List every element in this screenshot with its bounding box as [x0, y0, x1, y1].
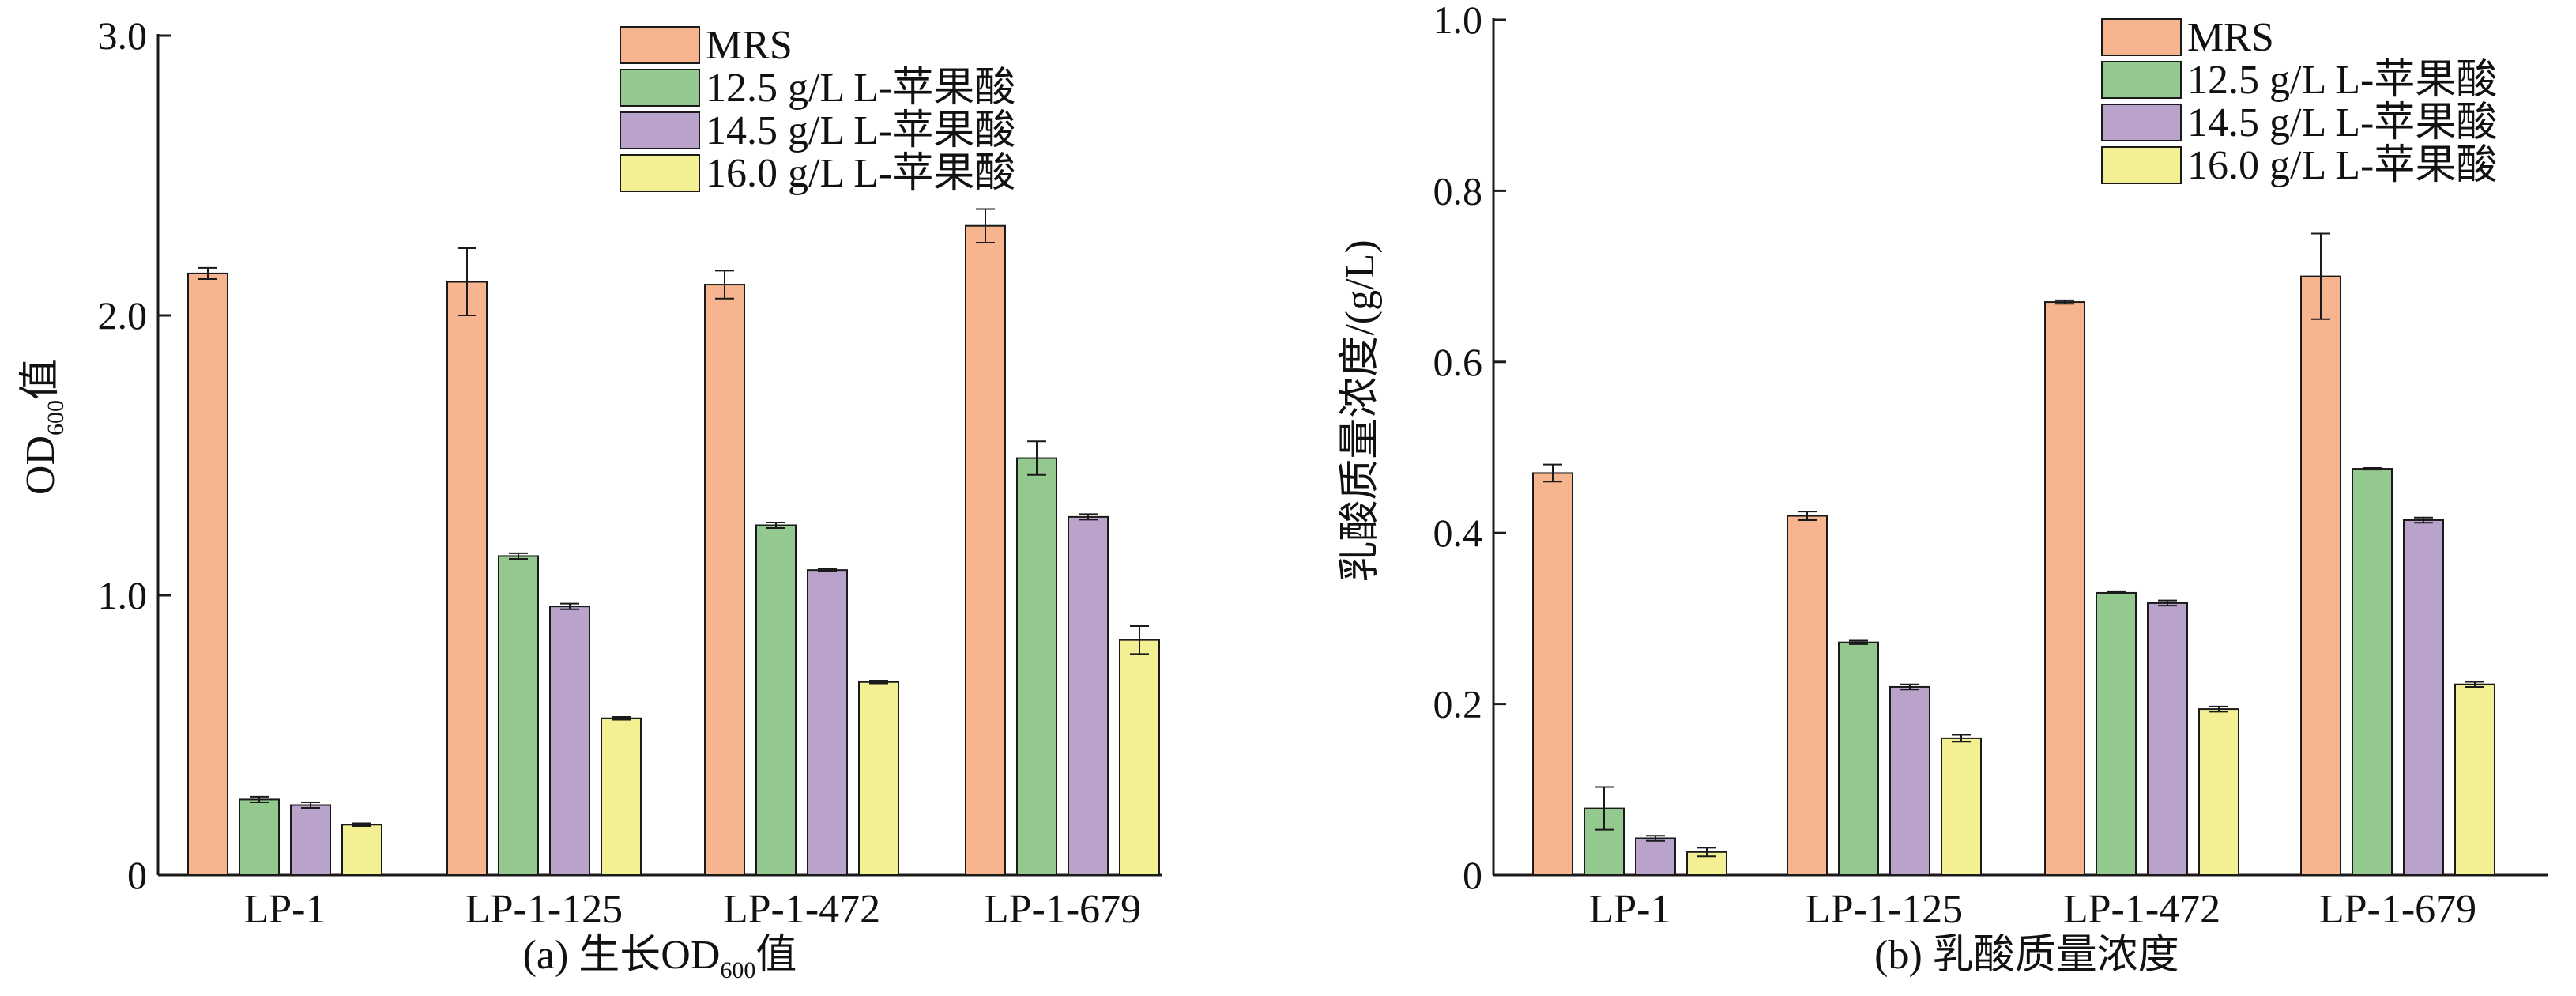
- bar: [755, 524, 797, 876]
- bar: [341, 824, 382, 877]
- caption-main: (a) 生长OD: [523, 933, 721, 978]
- y-axis-label-suffix: 值: [18, 359, 63, 400]
- bar: [2352, 468, 2393, 876]
- legend-swatch: [2101, 104, 2182, 141]
- chart-caption: (b) 乳酸质量浓度: [1874, 933, 2179, 978]
- bar: [2403, 519, 2444, 876]
- bar: [1889, 685, 1930, 877]
- y-tick-label: 0: [127, 853, 147, 897]
- caption-suffix: 值: [755, 933, 797, 978]
- bar: [498, 555, 539, 876]
- legend-swatch: [620, 111, 700, 149]
- y-tick-label: 0: [1463, 853, 1482, 897]
- x-tick-label: LP-1: [244, 887, 326, 932]
- bar: [1635, 837, 1676, 876]
- x-tick-label: LP-1-125: [1806, 887, 1963, 932]
- bar: [2044, 301, 2085, 876]
- legend-label: 14.5 g/L L-苹果酸: [2187, 100, 2497, 145]
- legend-label: 16.0 g/L L-苹果酸: [706, 151, 1015, 196]
- caption-subscript: 600: [720, 957, 755, 983]
- bar: [1838, 641, 1879, 876]
- y-axis-label: OD600值: [18, 359, 69, 495]
- y-tick-label: 2.0: [98, 293, 148, 338]
- chart-panel-b: 0 0.2 0.4 0.6 0.8 1.0 乳酸质量浓度/(g/L) LP-1 LP-1-125…: [1338, 0, 2548, 978]
- legend-swatch: [620, 69, 700, 107]
- bar: [1119, 639, 1160, 876]
- y-axis-label-main: 乳酸质量浓度/(g/L): [1338, 240, 1383, 582]
- bar: [2096, 591, 2137, 876]
- x-tick-label: LP-1-679: [984, 887, 1141, 932]
- y-tick-label: 1.0: [98, 573, 148, 617]
- bar: [704, 284, 745, 876]
- y-tick-label: 0.4: [1433, 511, 1483, 555]
- x-tick-label: LP-1-472: [2063, 887, 2220, 932]
- legend-swatch: [620, 154, 700, 192]
- y-tick-label: 0.2: [1433, 682, 1483, 726]
- legend-swatch: [620, 26, 700, 64]
- bar: [239, 798, 280, 876]
- bar: [290, 804, 331, 876]
- caption-main: (b) 乳酸质量浓度: [1874, 933, 2179, 978]
- bar: [2198, 708, 2239, 876]
- bar: [446, 281, 488, 876]
- legend-label: MRS: [2187, 15, 2274, 60]
- x-tick-label: LP-1-125: [465, 887, 623, 932]
- y-axis-label: 乳酸质量浓度/(g/L): [1338, 240, 1383, 582]
- bar: [2300, 275, 2341, 877]
- bar: [2454, 683, 2495, 876]
- bar: [965, 224, 1006, 877]
- chart-caption: (a) 生长OD600值: [523, 933, 797, 983]
- legend-label: 14.5 g/L L-苹果酸: [706, 108, 1015, 153]
- y-axis-label-main: OD: [18, 436, 63, 495]
- legend-swatch: [2101, 18, 2182, 56]
- y-tick-label: 3.0: [98, 13, 148, 58]
- y-axis-label-subscript: 600: [43, 400, 69, 436]
- bar: [1532, 472, 1573, 877]
- y-tick-label: 1.0: [1433, 0, 1483, 42]
- bar: [1068, 515, 1109, 876]
- bar: [601, 717, 642, 877]
- legend-label: 16.0 g/L L-苹果酸: [2187, 143, 2497, 188]
- bar: [1787, 515, 1828, 876]
- bar: [1016, 457, 1057, 876]
- bar: [807, 569, 848, 876]
- legend-label: MRS: [706, 23, 793, 68]
- y-tick-label: 0.6: [1433, 340, 1483, 384]
- legend-label: 12.5 g/L L-苹果酸: [2187, 58, 2497, 103]
- y-tick-label: 0.8: [1433, 168, 1483, 213]
- bar: [187, 272, 228, 876]
- bar: [1941, 737, 1982, 876]
- legend-swatch: [2101, 146, 2182, 184]
- legend-label: 12.5 g/L L-苹果酸: [706, 66, 1015, 111]
- legend-swatch: [2101, 61, 2182, 99]
- bar: [549, 606, 590, 876]
- bar: [858, 681, 899, 876]
- x-tick-label: LP-1: [1589, 887, 1671, 932]
- x-tick-label: LP-1-679: [2319, 887, 2476, 932]
- bar: [2147, 602, 2188, 876]
- x-tick-label: LP-1-472: [723, 887, 880, 932]
